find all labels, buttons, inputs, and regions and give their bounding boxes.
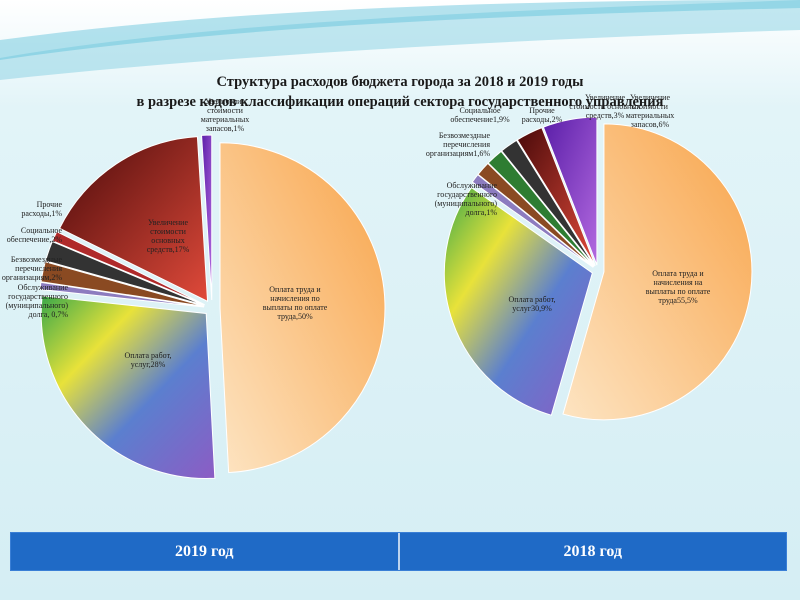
pie-slice (40, 295, 216, 479)
slice-label: Оплата труда и начисления по выплаты по оп… (263, 285, 328, 321)
pie-slice (477, 162, 594, 268)
slice-label: Оплата работ, услуг,28% (125, 351, 172, 369)
slice-label: Социальное обеспечение1,9% (450, 106, 510, 124)
pie-slice (58, 136, 209, 303)
pie-slice (51, 230, 205, 306)
pie-slice (39, 281, 205, 308)
slice-label: Оплата работ, услуг30,9% (509, 295, 556, 313)
slice-label: Увеличение стоимости материальных запасов,6… (626, 93, 675, 129)
slice-label: Прочие расходы,1% (21, 200, 62, 218)
slice-label: Обслуживание государственного (муниципальн… (435, 181, 498, 217)
pie-slice (500, 139, 595, 267)
slice-label: Оплата труда и начисления на выплаты по оп… (646, 269, 711, 305)
pie-slice (542, 116, 598, 266)
year-legend-bar: 2019 год 2018 год (10, 532, 787, 571)
pie-slice (40, 261, 205, 307)
pie-slice (562, 123, 753, 421)
slice-label: Социальное обеспечение,2% (7, 226, 63, 244)
title-line-1: Структура расходов бюджета города за 201… (216, 74, 584, 90)
pie-slice (487, 150, 595, 267)
slice-label: Безвозмездные перечисления организациям1,6… (426, 131, 491, 158)
slice-label: Обслуживание государственного (муниципальн… (6, 283, 69, 319)
pie-slice (516, 126, 596, 266)
pie-slice (201, 134, 213, 301)
slice-label: Увеличение стоимости основных средств,17% (147, 218, 190, 254)
pie-chart-2018: Оплата труда и начисления на выплаты по оп… (426, 93, 753, 421)
pie-chart-2019: Оплата труда и начисления по выплаты по оп… (2, 97, 386, 479)
slice-label: Безвозмездные перечисления организациям,2% (2, 255, 63, 282)
pie-slice (219, 142, 386, 474)
page-title: Структура расходов бюджета города за 201… (0, 72, 800, 112)
pie-slice (443, 186, 593, 416)
header-swoosh-decoration (0, 0, 800, 80)
pie-charts: Оплата труда и начисления по выплаты по оп… (2, 93, 753, 479)
year-label-2019: 2019 год (175, 542, 234, 560)
year-label-2018: 2018 год (397, 533, 787, 570)
title-line-2: в разрезе кодов классификации операций с… (136, 94, 664, 110)
slice-label: Увеличение стоимости материальных запасов,1… (201, 97, 250, 133)
slice-label: Увеличение стоимости основных средств,3% (569, 93, 640, 120)
pie-slice (44, 240, 205, 306)
slice-label: Прочие расходы,2% (522, 106, 563, 124)
